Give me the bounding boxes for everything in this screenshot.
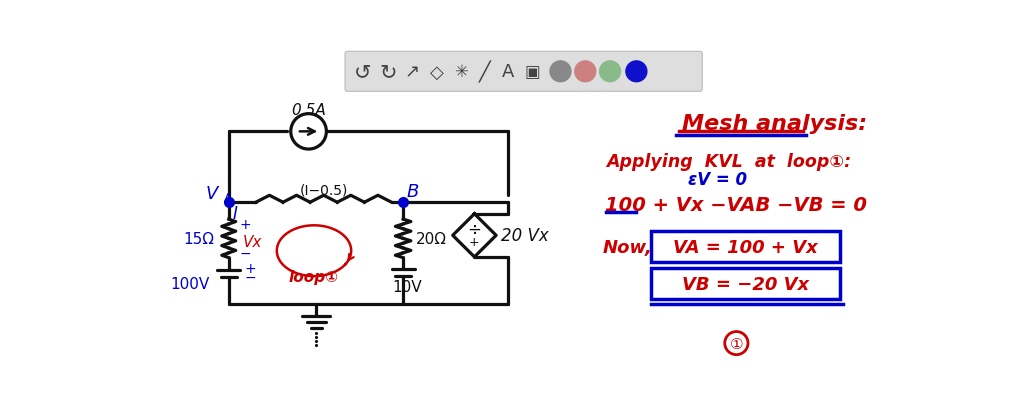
Text: Applying  KVL  at  loop①:: Applying KVL at loop①: — [606, 153, 851, 171]
Text: Vx: Vx — [243, 234, 262, 249]
Text: A: A — [502, 63, 514, 81]
Text: +: + — [240, 217, 251, 231]
Text: 100V: 100V — [170, 276, 209, 292]
Circle shape — [626, 62, 647, 83]
Text: ↗: ↗ — [404, 63, 420, 81]
Circle shape — [600, 62, 621, 83]
FancyBboxPatch shape — [651, 269, 841, 299]
Text: 20Ω: 20Ω — [416, 231, 446, 246]
Text: ✳: ✳ — [455, 63, 468, 81]
Text: +: + — [469, 236, 479, 248]
Text: ↺: ↺ — [354, 62, 372, 82]
Text: ▣: ▣ — [524, 63, 541, 81]
Circle shape — [550, 62, 571, 83]
Text: 15Ω: 15Ω — [183, 231, 215, 246]
FancyBboxPatch shape — [651, 232, 841, 263]
Text: 100 + Vx −VAB −VB = 0: 100 + Vx −VAB −VB = 0 — [604, 196, 866, 214]
Text: εV = 0: εV = 0 — [687, 171, 746, 189]
Text: B: B — [407, 183, 420, 201]
Text: 0.5A: 0.5A — [291, 103, 326, 118]
Text: 10V: 10V — [392, 279, 422, 294]
Text: (I−0.5): (I−0.5) — [299, 183, 348, 198]
Text: VA = 100 + Vx: VA = 100 + Vx — [674, 238, 818, 256]
Text: VB = −20 Vx: VB = −20 Vx — [682, 275, 809, 293]
Text: ÷: ÷ — [468, 220, 481, 238]
Text: ◇: ◇ — [429, 63, 443, 81]
Text: Now,: Now, — [602, 238, 652, 256]
Text: −: − — [240, 246, 251, 261]
Text: V: V — [206, 184, 218, 202]
Text: −: − — [245, 270, 256, 284]
Text: A: A — [224, 191, 232, 204]
Text: loop①: loop① — [289, 269, 339, 284]
Text: ↻: ↻ — [380, 62, 397, 82]
Circle shape — [574, 62, 596, 83]
Text: ①: ① — [729, 336, 743, 351]
Text: I: I — [232, 204, 238, 222]
Text: +: + — [245, 261, 256, 275]
Text: Mesh analysis:: Mesh analysis: — [682, 114, 867, 134]
FancyBboxPatch shape — [345, 52, 702, 92]
Text: 20 Vx: 20 Vx — [501, 227, 549, 245]
Text: ╱: ╱ — [478, 61, 490, 83]
